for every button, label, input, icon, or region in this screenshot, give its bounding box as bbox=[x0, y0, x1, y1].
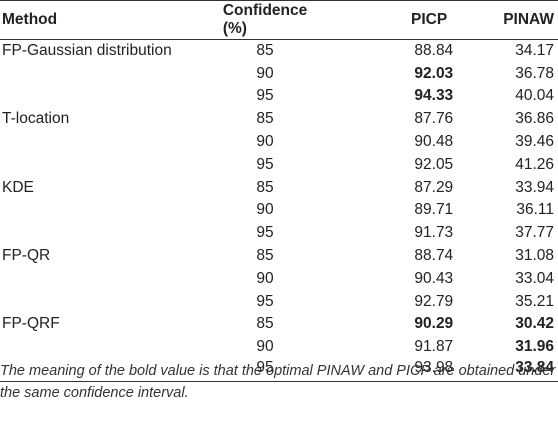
cell-picp: 88.84 bbox=[414, 42, 454, 60]
cell-picp: 94.33 bbox=[414, 87, 454, 105]
table-row: 90 90.48 39.46 bbox=[0, 131, 558, 154]
cell-method bbox=[0, 336, 223, 359]
cell-pinaw: 39.46 bbox=[515, 133, 554, 151]
cell-method: FP-QRF bbox=[2, 315, 60, 333]
cell-picp: 87.76 bbox=[414, 110, 454, 128]
cell-method bbox=[0, 199, 223, 222]
table-row: KDE 85 87.29 33.94 bbox=[0, 176, 558, 199]
cell-pinaw: 30.42 bbox=[515, 315, 554, 333]
cell-confidence: 95 bbox=[256, 292, 274, 310]
cell-confidence: 90 bbox=[256, 133, 274, 151]
cell-method: KDE bbox=[2, 178, 34, 196]
table-body: FP-Gaussian distribution 85 88.84 34.17 90 92… bbox=[0, 40, 558, 382]
table-row: 95 93.98 33.84 bbox=[0, 358, 558, 382]
cell-picp: 91.73 bbox=[414, 224, 454, 242]
cell-method bbox=[0, 85, 223, 108]
cell-confidence: 85 bbox=[256, 178, 274, 196]
cell-picp: 87.29 bbox=[414, 178, 454, 196]
cell-method bbox=[0, 290, 223, 313]
header-confidence: Confidence (%) bbox=[222, 0, 308, 40]
cell-picp: 92.03 bbox=[414, 64, 454, 82]
cell-confidence: 95 bbox=[256, 155, 274, 173]
cell-picp: 92.05 bbox=[414, 155, 454, 173]
table-row: FP-QRF 85 90.29 30.42 bbox=[0, 313, 558, 336]
cell-confidence: 95 bbox=[256, 224, 274, 242]
results-table: Method Confidence (%) PICP PINAW FP-Gaus… bbox=[0, 0, 558, 382]
cell-pinaw: 37.77 bbox=[515, 224, 554, 242]
cell-pinaw: 35.21 bbox=[515, 292, 554, 310]
cell-picp: 90.48 bbox=[414, 133, 454, 151]
cell-confidence: 95 bbox=[222, 358, 308, 382]
cell-pinaw: 33.94 bbox=[515, 178, 554, 196]
table-row: 90 91.87 31.96 bbox=[0, 336, 558, 359]
table-row: 95 92.05 41.26 bbox=[0, 153, 558, 176]
table-row: 90 90.43 33.04 bbox=[0, 267, 558, 290]
table-row: 95 94.33 40.04 bbox=[0, 85, 558, 108]
cell-confidence: 85 bbox=[256, 315, 274, 333]
cell-pinaw: 33.04 bbox=[515, 269, 554, 287]
table-row: T-location 85 87.76 36.86 bbox=[0, 108, 558, 131]
cell-confidence: 95 bbox=[256, 87, 274, 105]
table-row: FP-Gaussian distribution 85 88.84 34.17 bbox=[0, 40, 558, 63]
cell-method bbox=[0, 222, 223, 245]
table-row: 90 92.03 36.78 bbox=[0, 62, 558, 85]
cell-method bbox=[0, 131, 223, 154]
cell-pinaw: 31.08 bbox=[515, 247, 554, 265]
cell-confidence: 85 bbox=[256, 110, 274, 128]
cell-confidence: 90 bbox=[256, 269, 274, 287]
table-row: 95 92.79 35.21 bbox=[0, 290, 558, 313]
cell-method bbox=[0, 267, 223, 290]
cell-method bbox=[0, 358, 223, 382]
cell-confidence: 85 bbox=[256, 247, 274, 265]
cell-confidence: 85 bbox=[256, 42, 274, 60]
cell-picp: 90.43 bbox=[414, 269, 454, 287]
cell-picp: 92.79 bbox=[414, 292, 454, 310]
header-picp: PICP bbox=[307, 0, 504, 40]
cell-method: FP-QR bbox=[2, 247, 51, 265]
cell-pinaw: 36.86 bbox=[515, 110, 554, 128]
cell-pinaw: 40.04 bbox=[515, 87, 554, 105]
cell-method bbox=[0, 153, 223, 176]
cell-confidence: 90 bbox=[256, 201, 274, 219]
table-header-row: Method Confidence (%) PICP PINAW bbox=[0, 0, 558, 40]
cell-pinaw: 36.11 bbox=[516, 201, 554, 219]
results-table-container: Method Confidence (%) PICP PINAW FP-Gaus… bbox=[0, 0, 558, 382]
cell-pinaw: 33.84 bbox=[503, 358, 558, 382]
cell-picp: 89.71 bbox=[414, 201, 454, 219]
cell-method: T-location bbox=[2, 110, 70, 128]
cell-picp: 90.29 bbox=[414, 315, 454, 333]
cell-method bbox=[0, 62, 223, 85]
cell-method: FP-Gaussian distribution bbox=[2, 42, 172, 60]
header-pinaw: PINAW bbox=[503, 0, 558, 40]
cell-picp: 91.87 bbox=[414, 338, 454, 356]
cell-confidence: 90 bbox=[256, 64, 274, 82]
cell-pinaw: 31.96 bbox=[515, 338, 554, 356]
header-method: Method bbox=[0, 0, 223, 40]
table-row: 95 91.73 37.77 bbox=[0, 222, 558, 245]
cell-pinaw: 36.78 bbox=[515, 64, 554, 82]
cell-picp: 88.74 bbox=[414, 247, 454, 265]
table-row: 90 89.71 36.11 bbox=[0, 199, 558, 222]
cell-pinaw: 41.26 bbox=[515, 155, 554, 173]
cell-confidence: 90 bbox=[256, 338, 274, 356]
cell-picp: 93.98 bbox=[307, 358, 504, 382]
table-footnote: The meaning of the bold value is that th… bbox=[0, 363, 556, 401]
table-row: FP-QR 85 88.74 31.08 bbox=[0, 245, 558, 268]
cell-pinaw: 34.17 bbox=[515, 42, 554, 60]
